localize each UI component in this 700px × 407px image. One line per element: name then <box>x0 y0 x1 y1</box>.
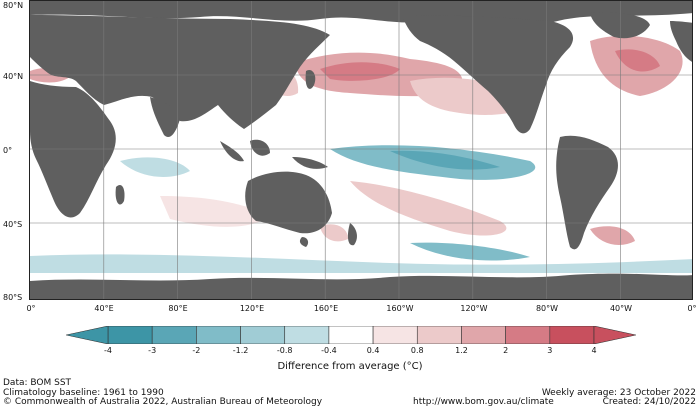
lon-label-80e: 80°E <box>168 304 188 313</box>
land-japan <box>305 69 316 89</box>
lat-label-80n: 80°N <box>3 1 24 10</box>
lat-label-40n: 40°N <box>3 72 24 81</box>
colorbar-segment <box>549 326 595 344</box>
land-sumatra <box>220 141 244 162</box>
land-new-zealand <box>347 223 357 246</box>
colorbar-segment <box>240 326 286 344</box>
lat-label-0: 0° <box>3 146 13 155</box>
anomaly-cool-south-pacific <box>410 242 530 261</box>
anomaly-warm-south-indian <box>160 196 270 227</box>
anomaly-warm-tasman <box>320 224 348 242</box>
lon-label-80w: 80°W <box>535 304 559 313</box>
land-australia <box>245 171 332 234</box>
colorbar-segment <box>284 326 330 344</box>
footer-url[interactable]: http://www.bom.gov.au/climate <box>413 397 554 407</box>
colorbar-segment <box>196 326 241 344</box>
anomaly-warm-north-atlantic-core <box>615 49 660 72</box>
lat-label-80s: 80°S <box>3 293 23 302</box>
anomaly-patches <box>30 35 692 273</box>
lon-label-0-end: 0° <box>687 304 697 313</box>
colorbar-tick-label: -3 <box>148 346 157 355</box>
land-south-america <box>556 135 618 250</box>
colorbar-tick-label: -0.8 <box>276 346 293 355</box>
legend-colorbar <box>66 326 636 344</box>
colorbar-segment <box>505 326 551 344</box>
lon-label-120w: 120°W <box>460 304 488 313</box>
footer-baseline: Climatology baseline: 1961 to 1990 <box>3 388 164 398</box>
land-masses <box>30 1 692 299</box>
colorbar-tick-label: 2 <box>503 346 509 355</box>
anomaly-cool-southern-ocean <box>30 254 692 273</box>
colorbar-segment <box>328 326 374 344</box>
colorbar-segment <box>416 326 462 344</box>
land-borneo <box>250 139 270 156</box>
colorbar-tick-label: -0.4 <box>321 346 337 355</box>
colorbar-segment <box>372 326 418 344</box>
land-west-europe <box>670 21 692 62</box>
lon-label-160w: 160°W <box>386 304 414 313</box>
lat-label-40s: 40°S <box>3 220 23 229</box>
land-madagascar <box>115 184 125 205</box>
land-india <box>150 97 180 138</box>
land-greenland <box>590 12 650 39</box>
lon-label-40w: 40°W <box>609 304 633 313</box>
colorbar-tick-label: 0.4 <box>366 346 380 355</box>
lon-label-120e: 120°E <box>239 304 265 313</box>
land-new-guinea <box>292 157 328 169</box>
land-tasmania <box>299 237 309 247</box>
footer-copyright: © Commonwealth of Australia 2022, Austra… <box>3 397 323 407</box>
land-eurasia <box>30 15 330 129</box>
sst-anomaly-map <box>29 0 693 300</box>
footer-weekly-average: Weekly average: 23 October 2022 <box>541 388 696 398</box>
colorbar-tick-label: -4 <box>104 346 112 355</box>
colorbar-tick-label: 1.2 <box>455 346 468 355</box>
land-arctic <box>30 1 692 26</box>
land-north-america <box>402 15 574 134</box>
land-antarctica <box>30 273 692 299</box>
graticule <box>30 1 692 299</box>
colorbar-tick-label: -2 <box>192 346 201 355</box>
anomaly-cool-indian <box>120 157 190 177</box>
colorbar-segment <box>151 326 197 344</box>
lon-label-160e: 160°E <box>313 304 339 313</box>
colorbar-segment <box>461 326 506 344</box>
colorbar-high-arrow <box>593 326 636 344</box>
footer-created: Created: 24/10/2022 <box>602 397 696 407</box>
colorbar-segment <box>107 326 153 344</box>
footer-data-source: Data: BOM SST <box>3 378 72 388</box>
anomaly-warm-north-pacific-core <box>320 62 400 81</box>
legend-title: Difference from average (°C) <box>277 361 423 372</box>
colorbar-low-arrow <box>66 326 109 344</box>
colorbar-tick-label: 0.8 <box>410 346 424 355</box>
anomaly-warm-south-atlantic <box>590 226 635 245</box>
colorbar-tick-label: 3 <box>547 346 553 355</box>
colorbar-tick-label: -1.2 <box>232 346 249 355</box>
anomaly-warm-south-pacific <box>350 181 507 236</box>
lon-label-0: 0° <box>26 304 36 313</box>
colorbar-tick-label: 4 <box>591 346 597 355</box>
lon-label-40e: 40°E <box>94 304 114 313</box>
